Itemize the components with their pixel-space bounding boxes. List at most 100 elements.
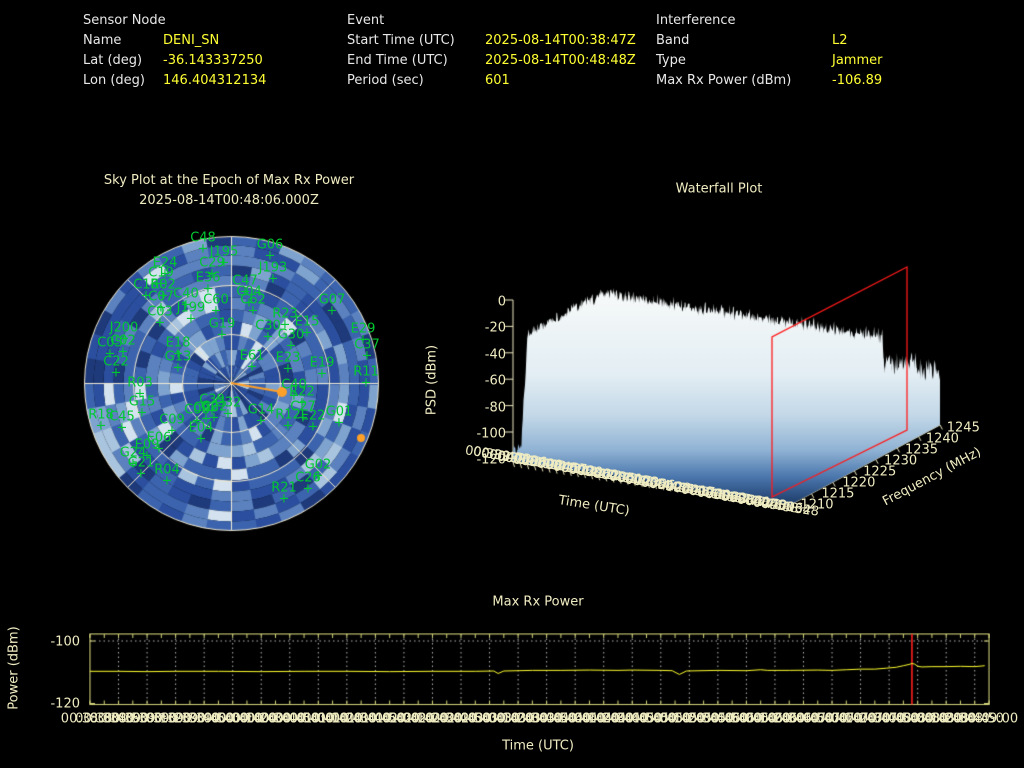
satellite-marker: +	[307, 419, 319, 435]
x-tick-label: 00:43:30	[488, 711, 548, 727]
satellite-label: C47	[232, 273, 258, 289]
bottom-chart-canvas	[89, 633, 990, 706]
satellite-label: G06	[256, 237, 284, 253]
satellite-label: R21	[271, 480, 297, 496]
satellite-label: G30	[277, 327, 305, 343]
x-tick-label: 00:38:50	[89, 711, 148, 727]
satellite-marker: +	[316, 366, 328, 382]
satellite-label: E04	[188, 420, 214, 436]
satellite-marker: +	[116, 420, 128, 436]
psd-tick-label: -40	[484, 347, 506, 363]
field-value: DENI_SN	[163, 33, 220, 48]
x-tick-label: 00:38:30	[60, 711, 120, 727]
field-label: Start Time (UTC)	[347, 33, 455, 48]
satellite-marker: +	[110, 365, 122, 381]
satellite-marker: +	[216, 327, 228, 343]
x-tick-label: 00:40:30	[232, 711, 291, 727]
satellite-label: C40	[281, 377, 307, 393]
x-tick-label: 00:39:40	[160, 711, 220, 727]
x-tick-label: 00:46:10	[717, 711, 776, 727]
satellite-label: G22	[200, 399, 228, 415]
x-tick-label: 00:42:30	[403, 711, 462, 727]
satellite-label: C30	[255, 318, 281, 334]
satellite-marker: +	[282, 418, 294, 434]
field-value: -36.143337250	[163, 53, 263, 68]
field-value: 601	[485, 73, 510, 88]
satellite-marker: +	[206, 266, 218, 282]
satellite-label: G21	[127, 455, 155, 471]
x-tick-label: 00:39:20	[132, 711, 191, 727]
satellite-marker: +	[172, 360, 184, 376]
freq-tick-label: 1235	[904, 442, 939, 458]
x-tick-label: 00:45:50	[688, 711, 748, 727]
psd-tick-label: -80	[484, 400, 506, 416]
x-tick-label: 00:48:20	[902, 711, 962, 727]
satellite-marker: +	[155, 300, 167, 316]
satellite-label: E29	[350, 321, 376, 337]
satellite-label: C62	[240, 292, 266, 308]
satellite-marker: +	[278, 491, 290, 507]
x-tick-label: 00:43:00	[446, 711, 505, 727]
satellite-label: G19	[208, 316, 236, 332]
satellite-label: G14	[247, 402, 275, 418]
x-tick-label: 00:48:10	[888, 711, 947, 727]
x-tick-label: 00:44:50	[603, 711, 662, 727]
satellite-label: G07	[318, 292, 346, 308]
field-label: Band	[656, 33, 690, 48]
power-tick-label: -120	[50, 696, 80, 712]
satellite-marker: +	[140, 288, 152, 304]
satellite-label: R03	[127, 375, 153, 391]
x-tick-label: 00:38:40	[75, 711, 134, 727]
satellite-marker: +	[200, 411, 212, 427]
satellite-label: E23	[275, 350, 301, 366]
freq-tick-label: 1220	[842, 475, 876, 491]
x-tick-label: 00:40:40	[246, 711, 305, 727]
satellite-marker: +	[246, 359, 258, 375]
satellite-marker: +	[197, 241, 209, 257]
x-tick-label: 00:47:40	[845, 711, 905, 727]
x-tick-label: 00:43:50	[517, 711, 576, 727]
x-tick-label: 00:48:30	[916, 711, 976, 727]
satellite-marker: +	[157, 288, 169, 304]
waterfall-canvas	[420, 248, 1000, 538]
x-tick-label: 00:43:40	[503, 711, 562, 727]
satellite-label: C06	[193, 400, 219, 416]
satellite-marker: +	[264, 248, 276, 264]
satellite-label: C08	[184, 402, 210, 418]
satellite-marker: +	[210, 303, 222, 319]
satellite-marker: +	[206, 403, 218, 419]
x-tick-label: 00:41:30	[317, 711, 377, 727]
satellite-marker: +	[285, 338, 297, 354]
satellite-marker: +	[208, 410, 220, 426]
waterfall-title: Waterfall Plot	[675, 181, 763, 197]
satellite-marker: +	[172, 346, 184, 362]
satellite-marker: +	[333, 415, 345, 431]
x-tick-label: 00:45:40	[674, 711, 733, 727]
satellite-label: J193	[258, 260, 288, 276]
x-tick-label: 00:47:20	[817, 711, 876, 727]
field-value: 146.404312134	[163, 73, 267, 88]
power-tick-label: -100	[50, 634, 80, 650]
x-tick-label: 00:41:00	[274, 711, 334, 727]
x-tick-label: 00:46:20	[731, 711, 790, 727]
satellite-marker: +	[195, 431, 207, 447]
bottom-chart-title: Max Rx Power	[492, 594, 584, 610]
satellite-label: G15	[128, 394, 156, 410]
satellite-label: R23	[272, 306, 298, 322]
x-tick-label: 00:48:40	[931, 711, 990, 727]
x-tick-label: 00:39:30	[146, 711, 205, 727]
field-label: Type	[656, 53, 686, 68]
satellite-label: E24	[152, 255, 178, 271]
satellite-marker: +	[357, 332, 369, 348]
psd-tick-label: -60	[484, 373, 506, 389]
x-tick-label: 00:42:10	[374, 711, 434, 727]
satellite-label: E36	[195, 270, 221, 286]
x-tick-label: 00:44:00	[531, 711, 591, 727]
satellite-marker: +	[361, 348, 373, 364]
satellite-marker: +	[262, 329, 274, 345]
satellite-label: C03	[147, 304, 173, 320]
freq-tick-label: 1240	[925, 431, 959, 447]
satellite-label: E61	[239, 348, 265, 364]
satellite-label: E18	[165, 335, 191, 351]
